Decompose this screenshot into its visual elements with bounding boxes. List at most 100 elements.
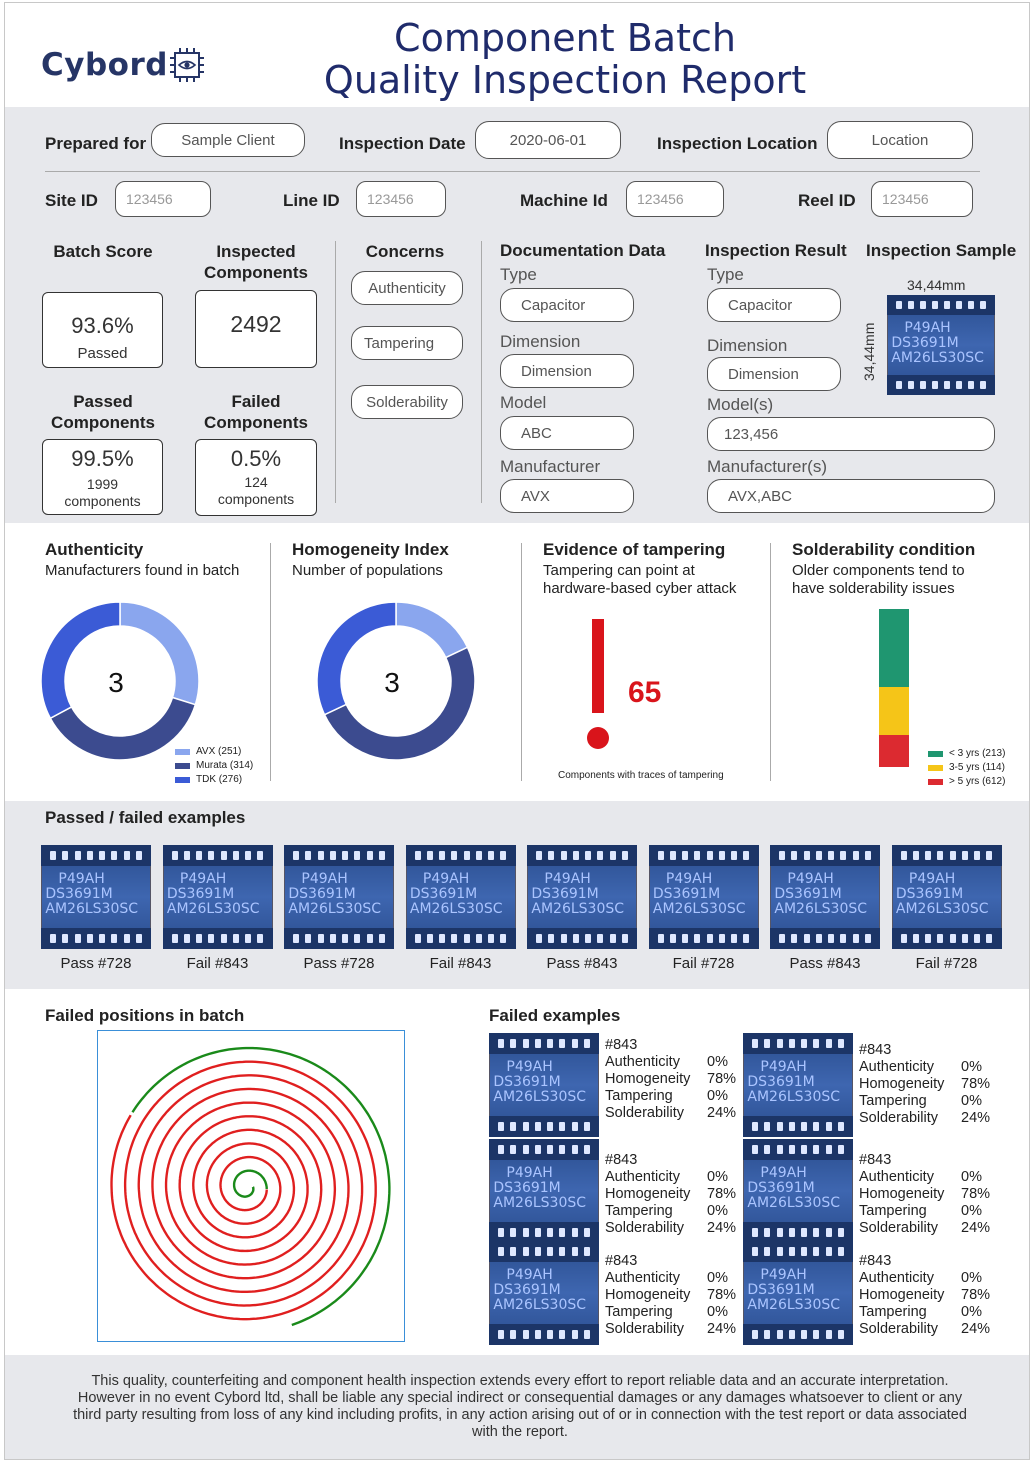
chip-marking-line: DS3691M	[493, 1074, 561, 1091]
inspection-sample-heading: Inspection Sample	[866, 241, 1017, 260]
prepared-for-field[interactable]: Sample Client	[151, 123, 305, 157]
concern-tampering[interactable]: Tampering	[351, 326, 463, 360]
stat-label: Homogeneity	[605, 1071, 691, 1087]
disclaimer-text: This quality, counterfeiting and compone…	[73, 1373, 967, 1440]
divider	[45, 171, 980, 172]
chip-marking-line: AM26LS30SC	[493, 1089, 587, 1106]
doc-type-label: Type	[500, 265, 537, 284]
legend-item: Murata (314)	[175, 760, 253, 771]
stat-value: 0%	[961, 1304, 982, 1320]
stat-label: Homogeneity	[605, 1186, 691, 1202]
chip-marking-line: AM26LS30SC	[493, 1297, 587, 1314]
example-chip-image[interactable]: P49AH DS3691M AM26LS30SC	[162, 845, 273, 949]
concerns-label: Concerns	[365, 242, 445, 261]
report-page: Cybord Component Batch Quality Inspectio…	[4, 2, 1030, 1460]
homogeneity-title: Homogeneity Index	[292, 540, 449, 559]
failed-components-box: 0.5% 124 components	[195, 439, 317, 516]
solderability-title: Solderability condition	[792, 540, 976, 559]
stat-value: 24%	[961, 1321, 991, 1337]
example-chip-image[interactable]: P49AH DS3691M AM26LS30SC	[648, 845, 759, 949]
stat-value: 0%	[707, 1304, 728, 1320]
failed-example-image[interactable]: P49AH DS3691M AM26LS30SC	[743, 1241, 853, 1345]
legend-label: < 3 yrs (213)	[949, 748, 1006, 759]
chip-marking-line: P49AH	[760, 1267, 807, 1284]
inspection-date-field[interactable]: 2020-06-01	[475, 121, 621, 159]
reel-id-field[interactable]: 123456	[871, 181, 973, 217]
line-id-field[interactable]: 123456	[356, 181, 446, 217]
example-chip-image[interactable]: P49AH DS3691M AM26LS30SC	[770, 845, 880, 949]
batch-score-value: 93.6%	[71, 313, 134, 338]
site-id-field[interactable]: 123456	[115, 181, 211, 217]
stat-value: 0%	[961, 1203, 982, 1219]
divider	[481, 241, 482, 503]
chip-marking-line: P49AH	[760, 1165, 807, 1182]
title-line-1: Component Batch	[394, 16, 736, 60]
passed-components-box: 99.5% 1999 components	[42, 439, 163, 515]
chip-marking-line: P49AH	[506, 1165, 553, 1182]
failed-example-image[interactable]: P49AH DS3691M AM26LS30SC	[489, 1033, 599, 1137]
inspected-components-label: Inspected Components	[204, 242, 308, 282]
chip-marking-line: P49AH	[908, 871, 956, 888]
tampering-subtitle-2: hardware-based cyber attack	[543, 580, 737, 597]
example-label: Fail #843	[429, 955, 492, 972]
result-model-label: Model(s)	[707, 395, 774, 414]
example-label: Pass #728	[303, 955, 375, 972]
legend-item: > 5 yrs (612)	[928, 776, 1005, 787]
example-chip-image[interactable]: P49AH DS3691M AM26LS30SC	[284, 845, 394, 949]
example-label: Pass #728	[60, 955, 132, 972]
concern-authenticity[interactable]: Authenticity	[351, 271, 463, 305]
stat-label: Tampering	[605, 1203, 673, 1219]
inspection-date-label: Inspection Date	[339, 134, 466, 153]
chip-marking-line: DS3691M	[747, 1282, 815, 1299]
machine-id-field[interactable]: 123456	[626, 181, 724, 217]
result-dimension-field[interactable]: Dimension	[707, 357, 841, 391]
chip-marking-line: P49AH	[506, 1267, 553, 1284]
site-id-label: Site ID	[45, 191, 98, 210]
chip-marking-line: AM26LS30SC	[895, 901, 989, 918]
failed-components-count: 124 components	[217, 474, 295, 507]
tampering-subtitle-1: Tampering can point at	[543, 562, 695, 579]
concern-solderability[interactable]: Solderability	[351, 385, 463, 419]
example-chip-image[interactable]: P49AH DS3691M AM26LS30SC	[405, 845, 516, 949]
prepared-for-label: Prepared for	[45, 134, 147, 153]
stat-label: Homogeneity	[605, 1287, 691, 1303]
result-type-field[interactable]: Capacitor	[707, 288, 841, 322]
homogeneity-donut: 3	[316, 601, 476, 761]
inspection-location-field[interactable]: Location	[827, 121, 973, 159]
doc-dimension-field[interactable]: Dimension	[500, 354, 634, 388]
chip-marking-line: P49AH	[179, 871, 227, 888]
title-line-2: Quality Inspection Report	[323, 58, 807, 102]
batch-score-status: Passed	[77, 345, 128, 362]
stat-label: Solderability	[605, 1105, 684, 1121]
sample-width-label: 34,44mm	[907, 277, 966, 293]
authenticity-title: Authenticity	[45, 540, 144, 559]
doc-manufacturer-field[interactable]: AVX	[500, 479, 634, 513]
stat-label: Solderability	[859, 1220, 938, 1236]
stat-value: 0%	[707, 1054, 728, 1070]
solderability-subtitle-1: Older components tend to	[792, 562, 965, 579]
stat-label: Solderability	[605, 1321, 684, 1337]
stat-value: 0%	[961, 1093, 982, 1109]
legend-item: 3-5 yrs (114)	[928, 762, 1005, 773]
result-model-field[interactable]: 123,456	[707, 417, 995, 451]
exclamation-dot-icon	[587, 727, 609, 749]
failed-example-id: #843	[605, 1037, 638, 1053]
failed-components-value: 0.5%	[230, 446, 282, 471]
example-chip-image[interactable]: P49AH DS3691M AM26LS30SC	[527, 845, 637, 949]
chip-marking-line: P49AH	[904, 320, 951, 336]
example-chip-image[interactable]: P49AH DS3691M AM26LS30SC	[41, 845, 151, 949]
failed-example-image[interactable]: P49AH DS3691M AM26LS30SC	[743, 1139, 853, 1243]
failed-example-image[interactable]: P49AH DS3691M AM26LS30SC	[743, 1033, 853, 1137]
failed-positions-heading: Failed positions in batch	[45, 1006, 245, 1025]
failed-example-image[interactable]: P49AH DS3691M AM26LS30SC	[489, 1139, 599, 1243]
result-manufacturer-field[interactable]: AVX,ABC	[707, 479, 995, 513]
failed-example-stats: #843 Authenticity 0% Homogeneity 78% Tamperin…	[605, 1253, 745, 1338]
doc-model-field[interactable]: ABC	[500, 416, 634, 450]
doc-type-field[interactable]: Capacitor	[500, 288, 634, 322]
chip-marking-line: DS3691M	[288, 886, 356, 903]
failed-example-image[interactable]: P49AH DS3691M AM26LS30SC	[489, 1241, 599, 1345]
example-chip-image[interactable]: P49AH DS3691M AM26LS30SC	[891, 845, 1002, 949]
example-label: Fail #843	[186, 955, 249, 972]
legend-label: 3-5 yrs (114)	[949, 762, 1005, 773]
chip-marking-line: AM26LS30SC	[531, 901, 625, 918]
